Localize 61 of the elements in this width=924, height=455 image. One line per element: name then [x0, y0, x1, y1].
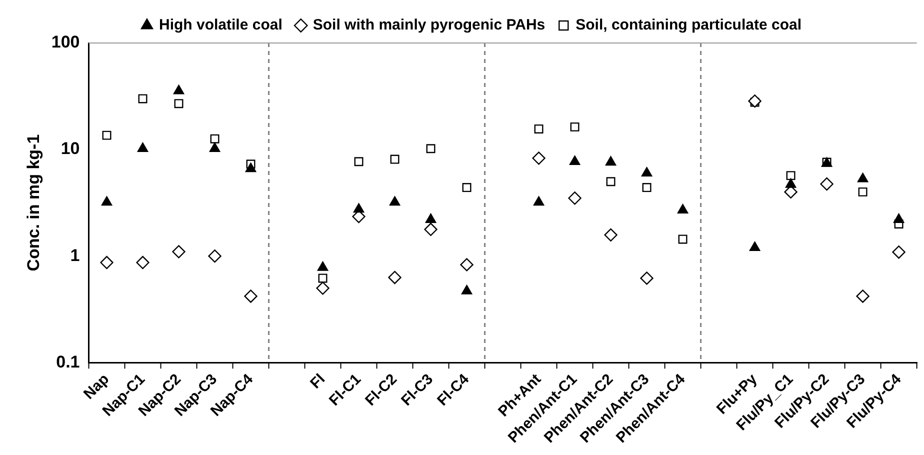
point — [426, 144, 436, 154]
point — [748, 94, 762, 108]
point — [353, 203, 364, 213]
point — [893, 214, 904, 223]
y-tick-label: 100 — [51, 32, 80, 52]
point — [208, 249, 222, 263]
y-tick-label: 0.1 — [56, 352, 80, 372]
point — [785, 178, 796, 188]
point — [640, 272, 654, 285]
point — [642, 183, 652, 192]
point — [388, 270, 402, 284]
point — [532, 152, 546, 165]
point — [856, 290, 870, 303]
point — [424, 222, 438, 236]
point — [316, 282, 330, 295]
point — [209, 142, 220, 152]
x-tick-label: Fl — [307, 370, 329, 392]
point — [354, 157, 364, 166]
point — [137, 142, 148, 152]
legend-label: High volatile coal — [159, 16, 282, 34]
point — [425, 214, 436, 223]
point — [678, 234, 688, 244]
point — [102, 130, 112, 140]
point — [174, 99, 184, 108]
point — [641, 167, 652, 177]
point — [138, 94, 148, 104]
point — [677, 204, 688, 214]
point — [172, 245, 186, 258]
point — [533, 196, 544, 206]
point — [461, 284, 472, 294]
point — [857, 172, 868, 182]
point — [244, 290, 258, 303]
point — [604, 228, 618, 242]
point — [100, 256, 114, 270]
point — [245, 162, 256, 172]
point — [786, 171, 796, 180]
point — [570, 122, 580, 132]
point — [858, 187, 868, 196]
point — [569, 156, 580, 165]
legend-label: Soil with mainly pyrogenic PAHs — [312, 16, 546, 34]
point — [389, 196, 400, 206]
y-axis-title: Conc. in mg kg-1 — [24, 134, 43, 272]
point — [606, 177, 616, 186]
point — [317, 261, 328, 271]
point — [136, 256, 150, 270]
point — [534, 124, 544, 134]
point — [318, 274, 328, 283]
point — [173, 84, 184, 94]
y-tick-label: 1 — [70, 246, 80, 265]
y-tick-label: 10 — [60, 139, 80, 158]
point — [460, 258, 474, 272]
point — [462, 183, 472, 192]
point — [892, 246, 906, 259]
point — [390, 154, 400, 164]
point — [749, 242, 760, 251]
point — [101, 196, 112, 206]
point — [605, 156, 616, 166]
point — [568, 192, 582, 205]
point — [820, 177, 834, 191]
legend-label: Soil, containing particulate coal — [576, 16, 802, 34]
point — [210, 134, 220, 144]
